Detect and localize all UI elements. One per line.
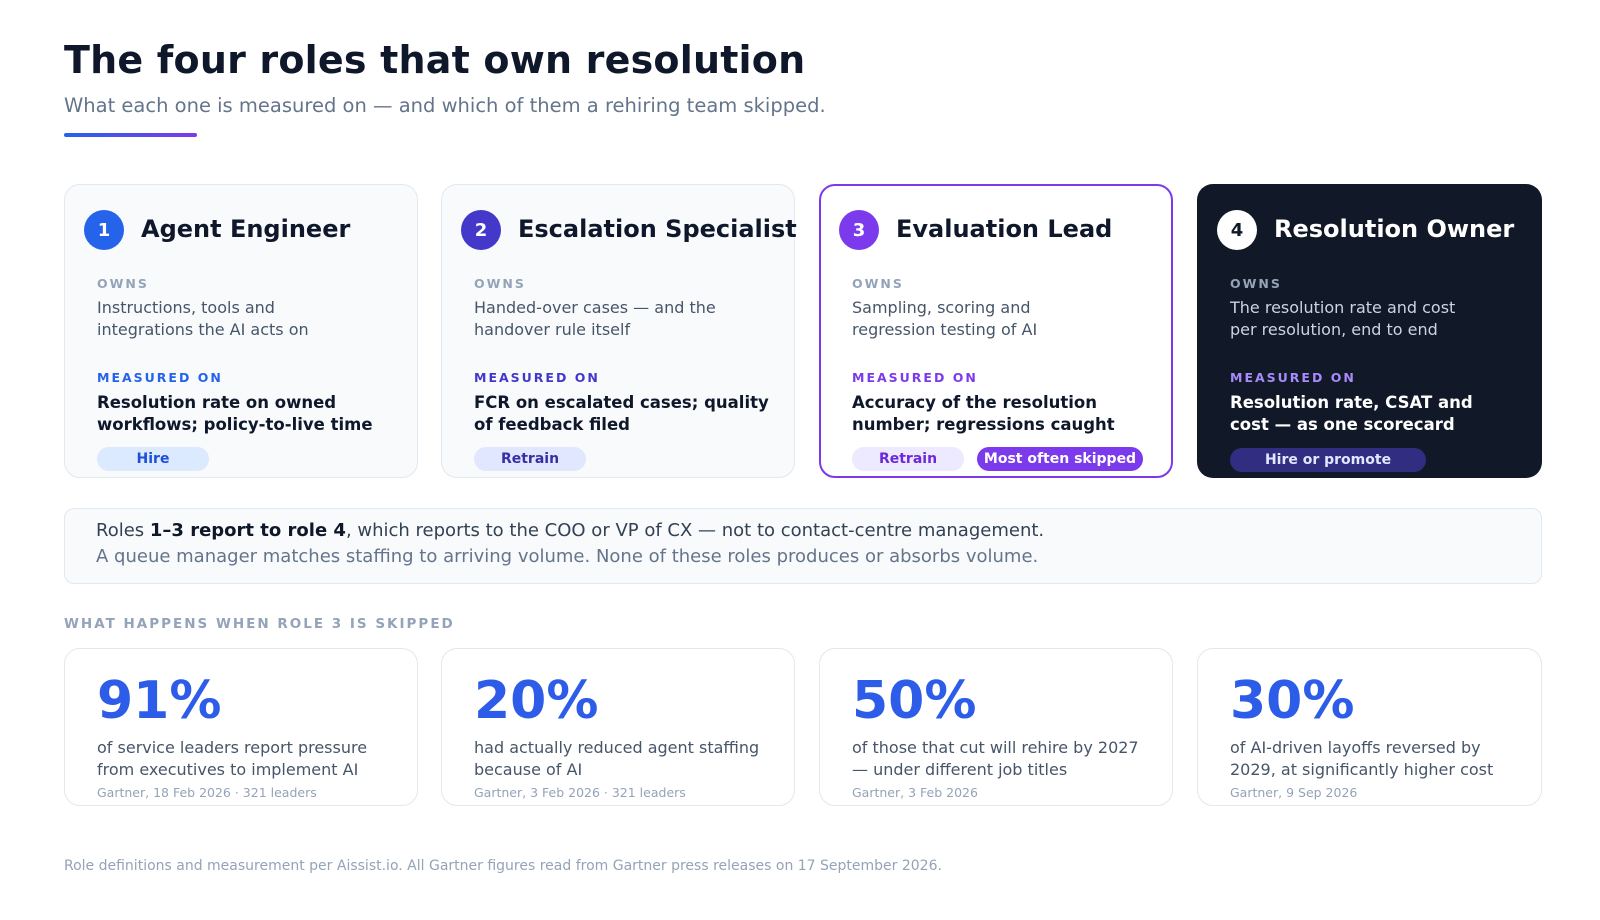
reporting-suffix: , which reports to the COO or VP of CX —…: [345, 520, 1045, 541]
measured-on-label: MEASURED ON: [1230, 370, 1356, 385]
stat-source: Gartner, 9 Sep 2026: [1230, 785, 1358, 800]
owns-text: Sampling, scoring and regression testing…: [852, 298, 1038, 339]
measured-on-text: Resolution rate on owned workflows; poli…: [97, 393, 373, 434]
owns-text: Handed-over cases — and the handover rul…: [474, 298, 716, 339]
most-skipped-badge: Most often skipped: [977, 447, 1143, 471]
stat-card: 20% had actually reduced agent staffing …: [441, 648, 795, 806]
page-title: The four roles that own resolution: [64, 38, 806, 82]
stat-description: of those that cut will rehire by 2027 — …: [852, 738, 1139, 779]
stat-value: 50%: [852, 671, 977, 731]
role-number-badge: 3: [839, 210, 879, 250]
stat-source: Gartner, 3 Feb 2026: [852, 785, 978, 800]
measured-on-text: Resolution rate, CSAT and cost — as one …: [1230, 393, 1473, 434]
measured-on-label: MEASURED ON: [474, 370, 600, 385]
role-name: Resolution Owner: [1274, 215, 1515, 243]
role-number-badge: 1: [84, 210, 124, 250]
reporting-note: A queue manager matches staffing to arri…: [96, 546, 1039, 567]
measured-on-text: FCR on escalated cases; quality of feedb…: [474, 393, 769, 434]
reporting-structure-callout: Roles 1–3 report to role 4, which report…: [64, 508, 1542, 584]
reporting-line: Roles 1–3 report to role 4, which report…: [96, 520, 1044, 541]
action-tag: Retrain: [852, 447, 964, 471]
stat-description: of AI-driven layoffs reversed by 2029, a…: [1230, 738, 1494, 779]
stat-card: 30% of AI-driven layoffs reversed by 202…: [1197, 648, 1542, 806]
reporting-emphasis: 1–3 report to role 4: [149, 520, 346, 541]
stats-section-label: WHAT HAPPENS WHEN ROLE 3 IS SKIPPED: [64, 616, 455, 632]
stat-card: 91% of service leaders report pressure f…: [64, 648, 418, 806]
owns-label: OWNS: [1230, 276, 1282, 291]
stat-description: of service leaders report pressure from …: [97, 738, 368, 779]
measured-on-label: MEASURED ON: [852, 370, 978, 385]
role-name: Evaluation Lead: [896, 215, 1113, 243]
role-name: Agent Engineer: [141, 215, 351, 243]
owns-label: OWNS: [97, 276, 149, 291]
role-name: Escalation Specialist: [518, 215, 797, 243]
action-tag: Hire or promote: [1230, 448, 1426, 472]
stat-description: had actually reduced agent staffing beca…: [474, 738, 760, 779]
reporting-prefix: Roles: [96, 520, 150, 541]
role-card-evaluation-lead: 3 Evaluation Lead OWNS Sampling, scoring…: [819, 184, 1173, 478]
stat-source: Gartner, 3 Feb 2026 · 321 leaders: [474, 785, 686, 800]
owns-label: OWNS: [852, 276, 904, 291]
role-card-resolution-owner: 4 Resolution Owner OWNS The resolution r…: [1197, 184, 1542, 478]
stat-value: 91%: [97, 671, 222, 731]
page-subtitle: What each one is measured on — and which…: [64, 94, 826, 117]
role-card-escalation-specialist: 2 Escalation Specialist OWNS Handed-over…: [441, 184, 797, 478]
footer-note: Role definitions and measurement per Ais…: [64, 858, 942, 874]
action-tag: Hire: [97, 447, 209, 471]
measured-on-label: MEASURED ON: [97, 370, 223, 385]
action-tag: Retrain: [474, 447, 586, 471]
role-card-agent-engineer: 1 Agent Engineer OWNS Instructions, tool…: [64, 184, 418, 478]
stat-value: 30%: [1230, 671, 1355, 731]
owns-label: OWNS: [474, 276, 526, 291]
role-number-badge: 2: [461, 210, 501, 250]
accent-underline: [64, 133, 197, 137]
owns-text: The resolution rate and cost per resolut…: [1230, 298, 1456, 339]
owns-text: Instructions, tools and integrations the…: [97, 298, 309, 339]
stat-value: 20%: [474, 671, 599, 731]
stat-source: Gartner, 18 Feb 2026 · 321 leaders: [97, 785, 317, 800]
stat-card: 50% of those that cut will rehire by 202…: [819, 648, 1173, 806]
measured-on-text: Accuracy of the resolution number; regre…: [852, 393, 1115, 434]
role-number-badge: 4: [1217, 210, 1257, 250]
